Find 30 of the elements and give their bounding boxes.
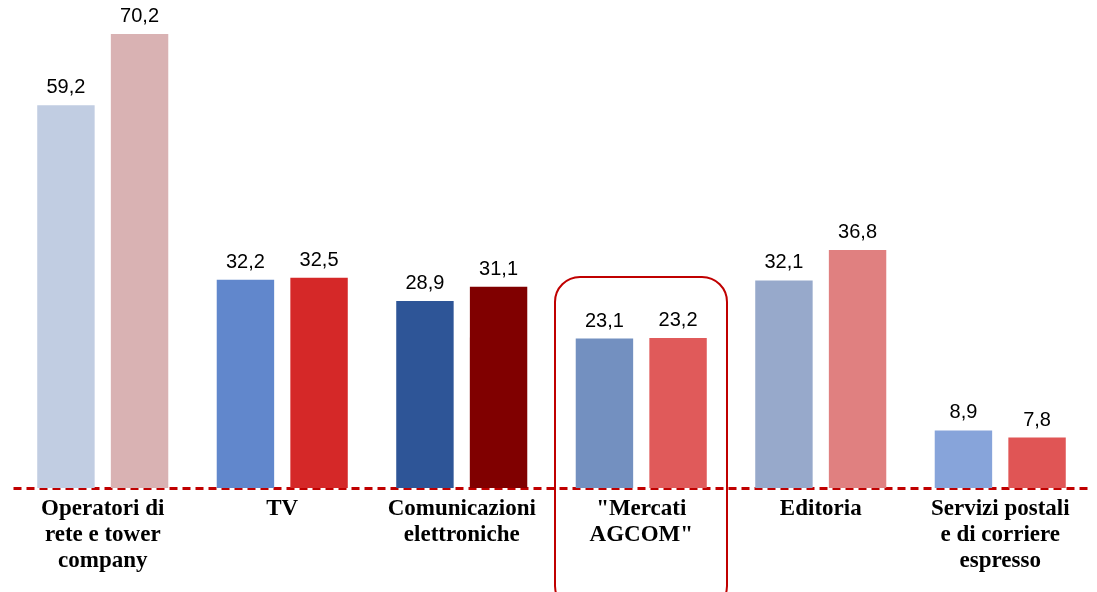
data-label: 8,9 — [949, 400, 978, 423]
bar — [649, 337, 707, 488]
data-label: 23,1 — [584, 308, 624, 331]
data-label: 31,1 — [479, 256, 519, 279]
bar — [216, 279, 275, 488]
data-label: 59,2 — [46, 75, 86, 98]
data-label: 32,2 — [225, 249, 265, 272]
x-tick-label: TV — [266, 494, 299, 520]
data-label: 70,2 — [120, 4, 160, 26]
x-tick-label: Editoria — [779, 494, 863, 520]
bar — [828, 250, 887, 488]
bar — [934, 430, 993, 488]
x-tick-label: Servizi postali e di corriere espresso — [930, 494, 1071, 572]
bar — [110, 34, 169, 488]
x-tick-label: Comunicazioni elettroniche — [387, 494, 537, 546]
data-label: 36,8 — [838, 220, 878, 243]
bar — [37, 105, 95, 488]
bar — [755, 280, 813, 488]
bar — [469, 286, 528, 488]
data-label: 28,9 — [405, 271, 445, 294]
data-label: 32,5 — [299, 247, 339, 270]
x-tick-label: "Mercati AGCOM" — [589, 494, 693, 546]
data-label: 7,8 — [1023, 407, 1051, 430]
bar — [290, 277, 348, 488]
bar — [1008, 437, 1066, 488]
bar — [575, 338, 634, 488]
bar — [396, 301, 454, 488]
x-tick-label: Operatori di rete e tower company — [41, 494, 165, 572]
data-label: 32,1 — [764, 250, 804, 273]
data-label: 23,2 — [658, 307, 698, 330]
